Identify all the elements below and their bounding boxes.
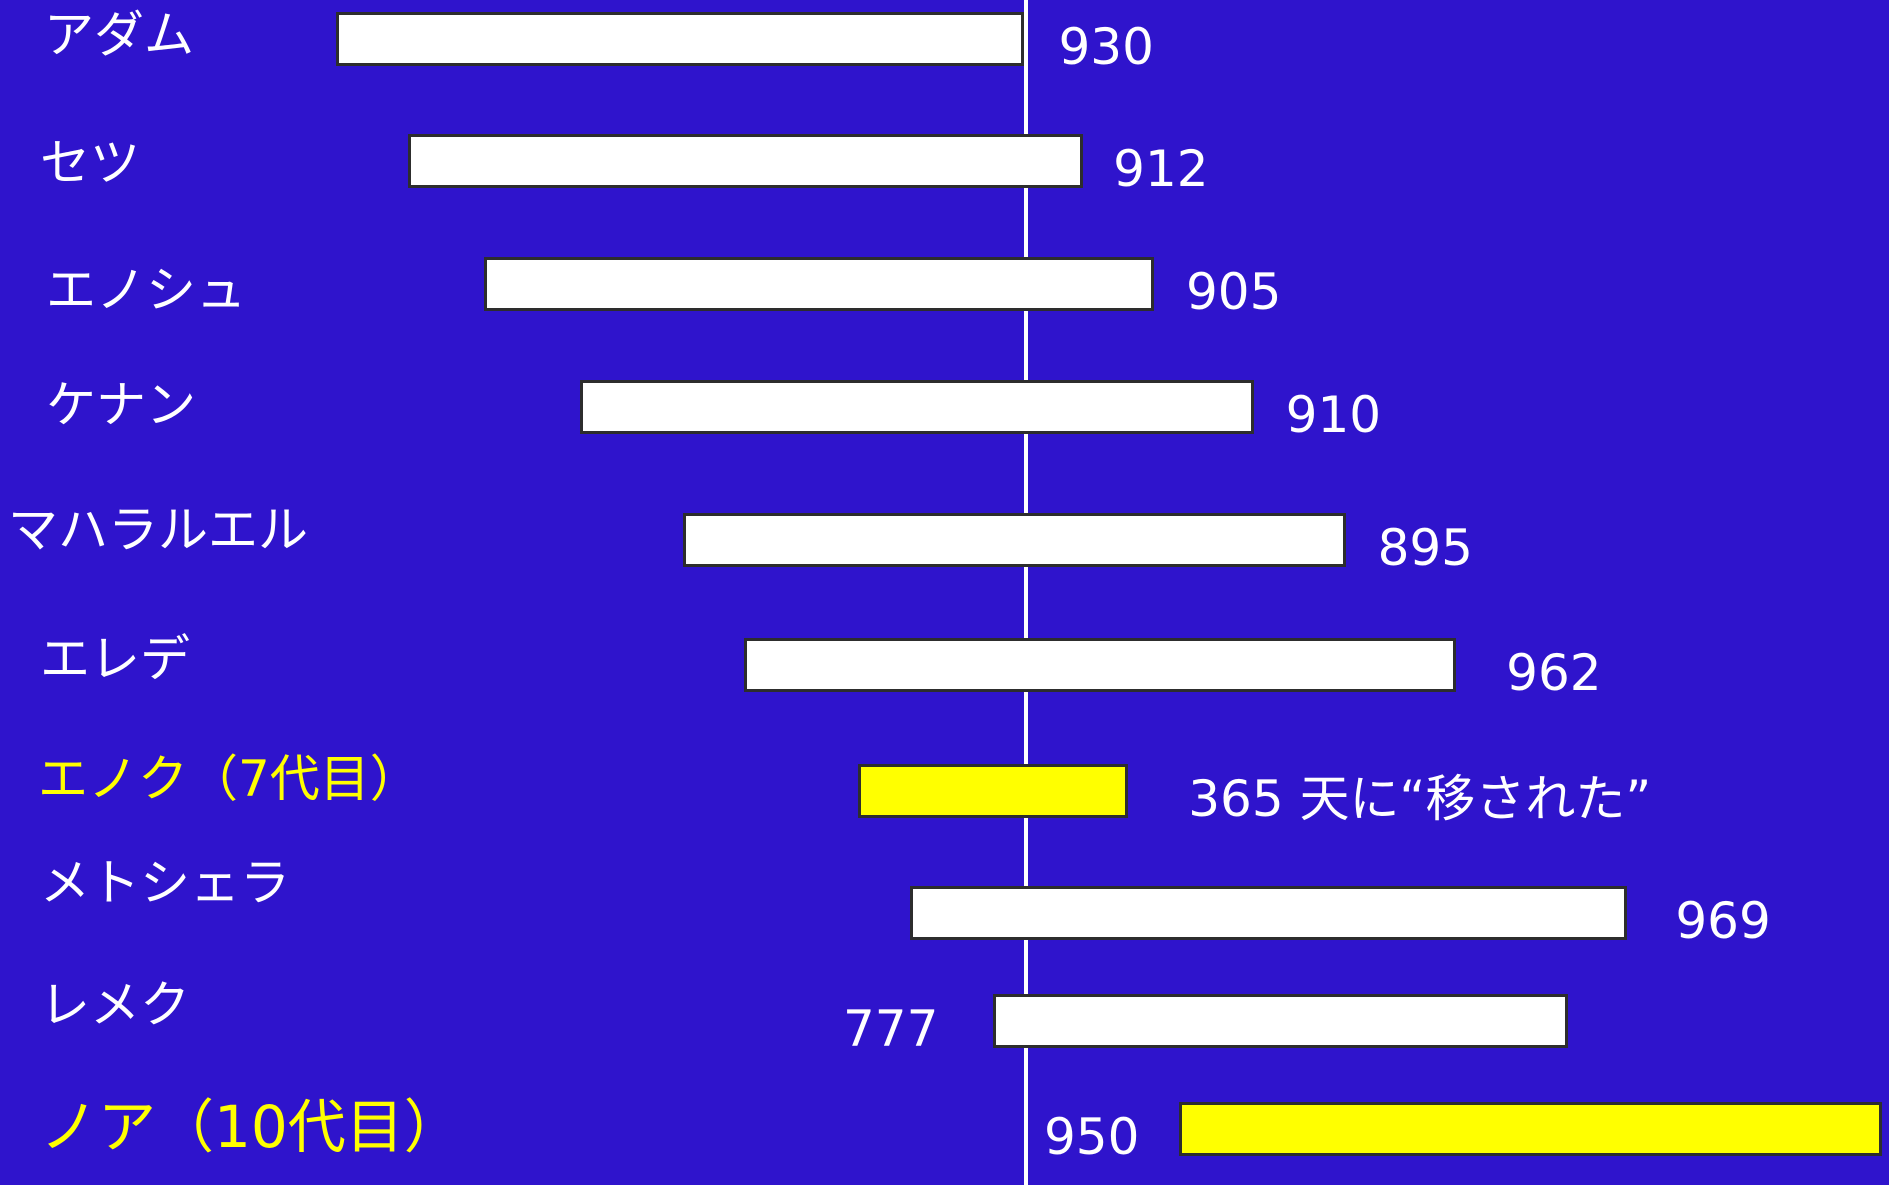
value-label: 777: [843, 1000, 939, 1058]
category-label: エレデ: [40, 630, 190, 688]
bar: [858, 764, 1129, 818]
category-label: マハラルエル: [8, 501, 308, 559]
category-label: メトシェラ: [40, 854, 290, 912]
bar: [683, 513, 1346, 567]
category-label: アダム: [44, 6, 194, 64]
category-label: セツ: [40, 134, 140, 192]
category-label: レメク: [40, 976, 190, 1034]
bar: [408, 134, 1084, 188]
value-label: 962: [1506, 644, 1602, 702]
value-label: 912: [1113, 140, 1209, 198]
value-label: 905: [1185, 263, 1282, 321]
bar: [580, 380, 1254, 434]
bar: [484, 257, 1154, 311]
value-label: 910: [1285, 386, 1382, 444]
bar: [1179, 1102, 1883, 1156]
bar: [993, 994, 1569, 1048]
value-label: 895: [1377, 519, 1473, 577]
bar: [336, 12, 1025, 66]
reference-line: [1024, 0, 1028, 1185]
category-label: ノア（10代目）: [40, 1093, 462, 1161]
value-label: 365 天に“移された”: [1188, 770, 1652, 828]
category-label: ケナン: [46, 376, 196, 434]
category-label: エノシュ: [46, 261, 246, 319]
value-label: 930: [1058, 18, 1154, 76]
bar: [744, 638, 1457, 692]
bar: [910, 886, 1628, 940]
value-label: 950: [1044, 1108, 1140, 1166]
value-label: 969: [1675, 892, 1771, 950]
category-label: エノク（7代目）: [38, 750, 420, 808]
